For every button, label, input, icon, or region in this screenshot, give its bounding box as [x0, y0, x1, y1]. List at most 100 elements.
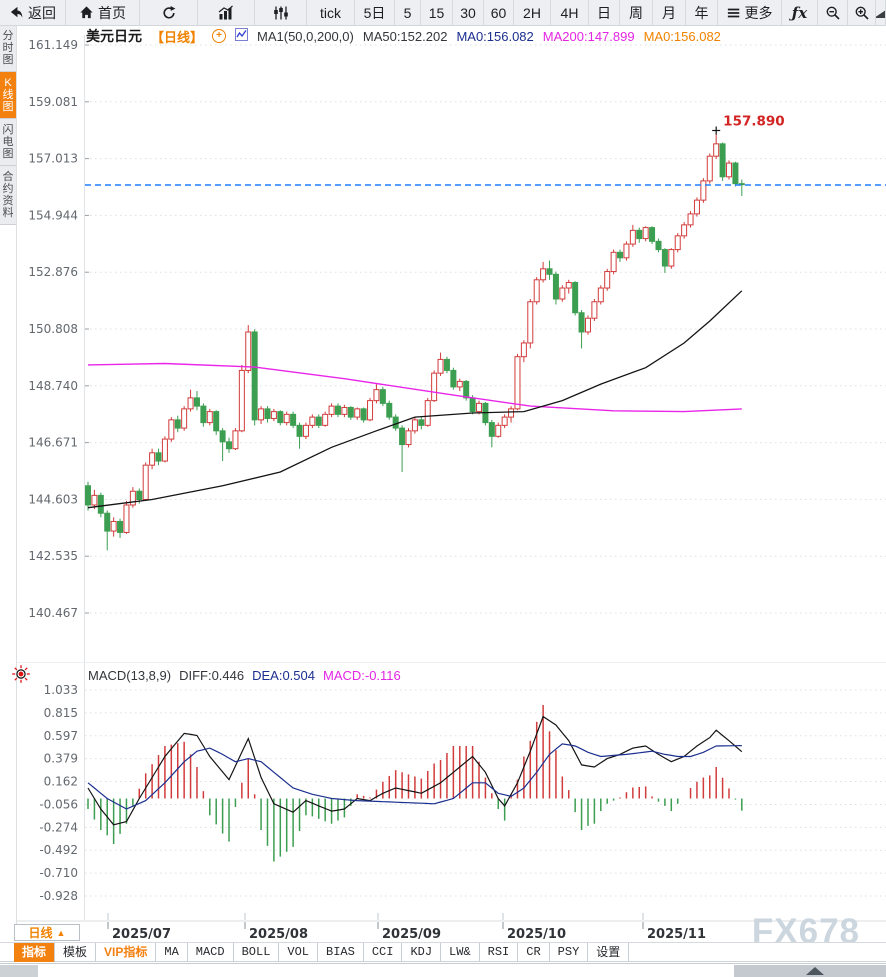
bars-chart-icon [218, 5, 234, 21]
indicator-tab-模板[interactable]: 模板 [55, 943, 97, 962]
high-marker: 157.890 [712, 114, 785, 135]
indicator-tab-BOLL[interactable]: BOLL [234, 943, 280, 962]
toolbar-refresh-button[interactable] [140, 0, 198, 25]
toolbar-home-label: 首页 [98, 4, 126, 21]
price-axis-label: 142.535 [28, 549, 78, 563]
indicator-tab-CR[interactable]: CR [518, 943, 550, 962]
macd-diff-line [87, 715, 743, 826]
period-selector[interactable]: 日线 ▲ [14, 924, 80, 941]
back-arrow-icon [9, 5, 24, 20]
toolbar-home-button[interactable]: 首页 [66, 0, 140, 25]
toolbar-week-label: 周 [629, 4, 643, 21]
toolbar-5day-label: 5日 [363, 4, 386, 21]
toolbar-5day-button[interactable]: 5日 [355, 0, 395, 25]
price-axis-label: 148.740 [28, 379, 78, 393]
toolbar-15min-label: 15 [428, 4, 445, 21]
ma0-orange-value: MA0:156.082 [643, 28, 721, 44]
toolbar-back-button[interactable]: 返回 [0, 0, 66, 25]
period-selector-label: 日线 [28, 926, 53, 940]
sidebar-tab-K线图[interactable]: K线图 [0, 72, 16, 119]
price-axis-label: 140.467 [28, 606, 78, 620]
indicator-tab-MACD[interactable]: MACD [188, 943, 234, 962]
bottom-strip [0, 963, 886, 977]
mini-chart-icon [235, 28, 249, 44]
price-axis-label: 150.808 [28, 322, 78, 336]
toolbar-year-label: 年 [694, 4, 709, 21]
date-label: 2025/09 [382, 927, 441, 942]
toolbar-month-button[interactable]: 月 [653, 0, 686, 25]
sidebar-tab-合约资料[interactable]: 合约资料 [0, 166, 16, 225]
add-compare-icon[interactable]: + [212, 29, 227, 43]
menu-icon [727, 6, 741, 20]
ma50-value: MA50:152.202 [362, 28, 448, 44]
ma200-value: MA200:147.899 [542, 28, 635, 44]
toolbar-15min-button[interactable]: 15 [421, 0, 453, 25]
sidebar-tab-分时图[interactable]: 分时图 [0, 25, 16, 72]
zoom-out-icon [825, 5, 841, 21]
macd-params: MACD(13,8,9) [88, 668, 172, 683]
macd-dea-line [87, 743, 742, 810]
indicator-tab-指标[interactable]: 指标 [14, 943, 56, 962]
toolbar-day-label: 日 [597, 4, 611, 21]
toolbar-5min-button[interactable]: 5 [395, 0, 421, 25]
home-icon [79, 5, 94, 20]
toolbar-week-button[interactable]: 周 [620, 0, 653, 25]
toolbar-year-button[interactable]: 年 [686, 0, 718, 25]
symbol-name: 美元日元 [86, 28, 142, 44]
indicator-tab-LW&[interactable]: LW& [441, 943, 480, 962]
grid: 161.149 159.081 157.013 154.944 152.876 150.8… [0, 35, 886, 922]
toolbar-60min-label: 60 [490, 4, 507, 21]
high-price-label: 157.890 [723, 114, 785, 130]
indicator-tab-设置[interactable]: 设置 [588, 943, 630, 962]
zoom-in-icon [854, 5, 870, 21]
price-axis-label: 144.603 [28, 492, 78, 506]
expand-triangle-icon[interactable] [806, 967, 824, 975]
toolbar-4h-label: 4H [560, 4, 579, 21]
toolbar-fx-label: ƒx [791, 3, 808, 22]
macd-axis-label: -0.928 [39, 889, 78, 903]
toolbar-60min-button[interactable]: 60 [484, 0, 514, 25]
indicator-tab-RSI[interactable]: RSI [480, 943, 519, 962]
indicator-tab-MA[interactable]: MA [156, 943, 188, 962]
toolbar-4h-button[interactable]: 4H [551, 0, 589, 25]
toolbar-zoom-out-button[interactable] [818, 0, 848, 25]
indicator-tab-VIP指标[interactable]: VIP指标 [96, 943, 157, 962]
price-axis-label: 159.081 [28, 95, 78, 109]
toolbar-tick-label: tick [320, 4, 341, 21]
toolbar-5min-label: 5 [403, 4, 412, 21]
toolbar-bar-chart-button[interactable] [198, 0, 255, 25]
toolbar-candle-chart-button[interactable] [255, 0, 307, 25]
toolbar-zoom-in-button[interactable] [848, 0, 876, 25]
toolbar-fx-button[interactable]: ƒx [782, 0, 818, 25]
price-axis-label: 154.944 [28, 208, 78, 222]
sidebar-tab-闪电图[interactable]: 闪电图 [0, 119, 16, 166]
toolbar-more-button[interactable]: 更多 [718, 0, 782, 25]
toolbar-more-label: 更多 [744, 4, 773, 21]
toolbar-tick-button[interactable]: tick [307, 0, 355, 25]
candles-icon [273, 5, 289, 21]
indicator-tab-PSY[interactable]: PSY [550, 943, 589, 962]
toolbar-2h-button[interactable]: 2H [514, 0, 551, 25]
toolbar-30min-button[interactable]: 30 [453, 0, 484, 25]
chart-header: 美元日元 【日线】 + MA1(50,0,200,0) MA50:152.202… [86, 27, 721, 45]
toolbar-30min-label: 30 [460, 4, 476, 21]
indicator-settings-icon[interactable] [11, 664, 31, 689]
corner-triangle-icon [876, 5, 885, 21]
horizontal-scrollbar[interactable] [734, 965, 886, 977]
indicator-tab-BIAS[interactable]: BIAS [318, 943, 364, 962]
toolbar-draw-button[interactable] [876, 0, 886, 25]
macd-axis-label: 0.597 [44, 729, 78, 743]
ma50-line [87, 290, 743, 509]
indicator-tab-CCI[interactable]: CCI [364, 943, 403, 962]
macd-axis-label: -0.710 [39, 866, 78, 880]
macd-axis-label: 0.815 [44, 706, 78, 720]
chart-type-sidebar: 分时图 K线图 闪电图 合约资料 [0, 25, 17, 941]
indicator-tab-VOL[interactable]: VOL [279, 943, 319, 962]
refresh-icon [161, 5, 177, 21]
chevron-up-icon: ▲ [56, 927, 66, 938]
indicator-tab-KDJ[interactable]: KDJ [402, 943, 442, 962]
toolbar-day-button[interactable]: 日 [589, 0, 620, 25]
ma200-line [87, 362, 742, 413]
macd-header: MACD(13,8,9) DIFF:0.446 DEA:0.504 MACD:-… [88, 668, 401, 683]
